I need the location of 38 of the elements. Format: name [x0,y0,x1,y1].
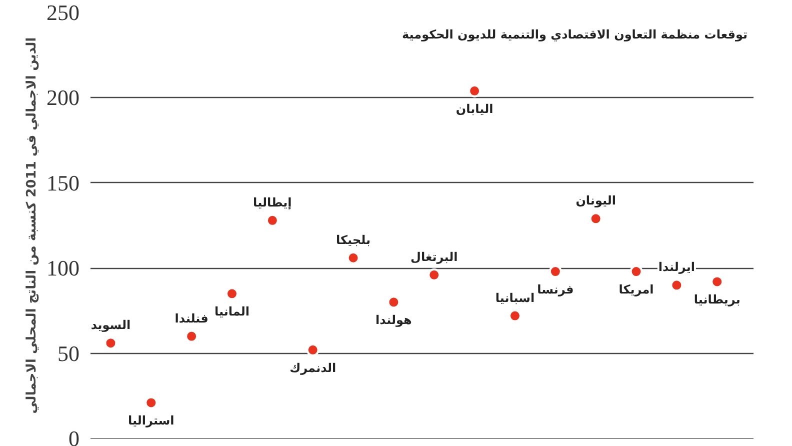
point [428,268,441,282]
annotation: فرنسا [537,282,574,297]
y-tick-label: 0 [68,426,80,446]
annotation: اليابان [456,102,494,116]
point [548,265,562,278]
annotation: امريكا [618,282,654,297]
y-axis-title: الدين الاجمالي في 2011 كنسبة من الناتج المحلي الاجمالي [24,37,40,414]
point [144,396,158,410]
y-tick-label: 250 [46,0,80,25]
annotation: هولندا [376,313,412,328]
annotation: اسبانيا [495,290,535,305]
point [710,275,724,288]
annotation: الدنمرك [290,360,336,375]
annotation: استراليا [128,414,174,428]
y-tick-label: 200 [46,85,80,110]
annotation: بريطانيا [694,292,740,307]
point [589,212,602,226]
point [346,251,360,264]
annotation: فنلندا [174,311,208,326]
annotation: البرتغال [410,250,458,264]
text: توقعات منظمة التعاون الاقتصادي والتنمية للديون الحكومية [402,28,748,42]
point [387,296,400,309]
point [630,265,643,278]
point [306,343,320,356]
point [670,278,684,292]
y-tick-label: 100 [46,256,80,281]
annotation: ايرلندا [658,260,695,274]
point [185,330,198,343]
annotation: اليونان [576,194,616,208]
point [104,336,118,350]
annotation: السويد [90,318,131,332]
annotation: بلجيكا [336,232,370,247]
point [468,84,482,98]
y-tick-label: 50 [58,340,80,366]
point [266,214,279,227]
annotation: المانيا [214,304,250,319]
y-tick-label: 150 [46,170,80,196]
annotation: إيطاليا [253,195,292,210]
